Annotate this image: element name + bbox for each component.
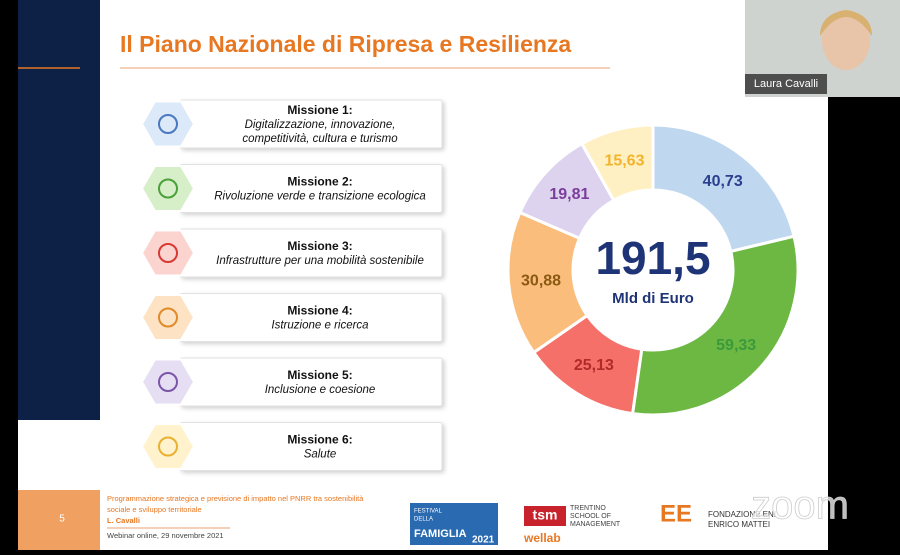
mission-description: Istruzione e ricerca — [271, 320, 368, 332]
mission-name: Missione 2: — [287, 175, 352, 189]
slide-title: Il Piano Nazionale di Ripresa e Resilien… — [120, 31, 571, 57]
logo-text: tsm — [533, 507, 558, 523]
footer-line: Programmazione strategica e previsione d… — [107, 494, 364, 503]
logo-text: SCHOOL OF — [570, 513, 611, 520]
unit-label: Mld di Euro — [612, 290, 694, 307]
mission-name: Missione 5: — [287, 368, 352, 382]
hair — [820, 10, 872, 36]
icon-glyph — [158, 178, 178, 199]
festival-logo — [410, 503, 498, 545]
participant-name: Laura Cavalli — [754, 78, 818, 90]
icon-glyph — [158, 436, 178, 457]
mission-icon — [140, 293, 196, 342]
donut-segment — [579, 123, 655, 203]
logo-text: TRENTINO — [570, 505, 606, 512]
mission-icon — [140, 229, 196, 277]
value-label: 30,88 — [521, 272, 561, 289]
face — [822, 10, 870, 70]
icon-glyph — [158, 307, 178, 328]
logo-text: FONDAZIONE ENI — [708, 510, 776, 519]
mission-name: Missione 3: — [287, 239, 352, 253]
logo-text: FESTIVAL — [414, 509, 443, 515]
tsm-logo — [524, 506, 566, 526]
donut-chart: 40,73 59,33 25,13 30,88 19,81 15,63 — [506, 123, 800, 417]
mission-description: competitività, cultura e turismo — [242, 133, 398, 145]
logo-text: FAMIGLIA — [414, 528, 467, 540]
logo-text: 2021 — [472, 535, 495, 546]
side-bar — [18, 0, 100, 420]
name-tag — [745, 74, 827, 94]
logo-text: wellab — [523, 531, 561, 545]
value-label: 19,81 — [549, 186, 589, 203]
total-label: 191,5 — [595, 232, 710, 284]
mission-icon — [140, 358, 196, 406]
value-label: 15,63 — [604, 152, 644, 169]
logo-text: DELLA — [414, 517, 433, 523]
logo-text: MANAGEMENT — [570, 521, 621, 528]
icon-glyph — [158, 243, 178, 263]
value-label: 59,33 — [716, 337, 756, 354]
value-label: 40,73 — [703, 173, 743, 190]
mission-icon — [140, 422, 196, 471]
logo-text: ENRICO MATTEI — [708, 520, 770, 529]
donut-segment — [630, 234, 800, 417]
footer-line: sociale e sviluppo territoriale — [107, 505, 202, 514]
feem-mark: EE — [660, 500, 692, 527]
mission-name: Missione 6: — [287, 433, 352, 447]
mission-description: Infrastrutture per una mobilità sostenib… — [216, 255, 424, 267]
mission-description: Rivoluzione verde e transizione ecologic… — [214, 191, 426, 203]
icon-glyph — [158, 372, 178, 392]
mission-description: Inclusione e coesione — [265, 384, 376, 396]
zoom-watermark: zoom — [751, 484, 849, 528]
mission-icon — [140, 100, 196, 148]
mission-name: Missione 1: — [287, 103, 352, 117]
mission-icon — [140, 164, 196, 213]
footer-date: Webinar online, 29 novembre 2021 — [107, 531, 224, 540]
donut-segment — [651, 123, 796, 254]
icon-glyph — [158, 114, 178, 134]
page-number: 5 — [59, 514, 65, 525]
mission-name: Missione 4: — [287, 304, 352, 318]
mission-description: Digitalizzazione, innovazione, — [245, 119, 396, 131]
mission-description: Salute — [304, 449, 337, 461]
value-label: 25,13 — [574, 357, 614, 374]
mission-list: Missione 1: Digitalizzazione, innovazione… — [140, 99, 443, 471]
footer-line: L. Cavalli — [107, 516, 140, 525]
page-box — [18, 490, 100, 550]
